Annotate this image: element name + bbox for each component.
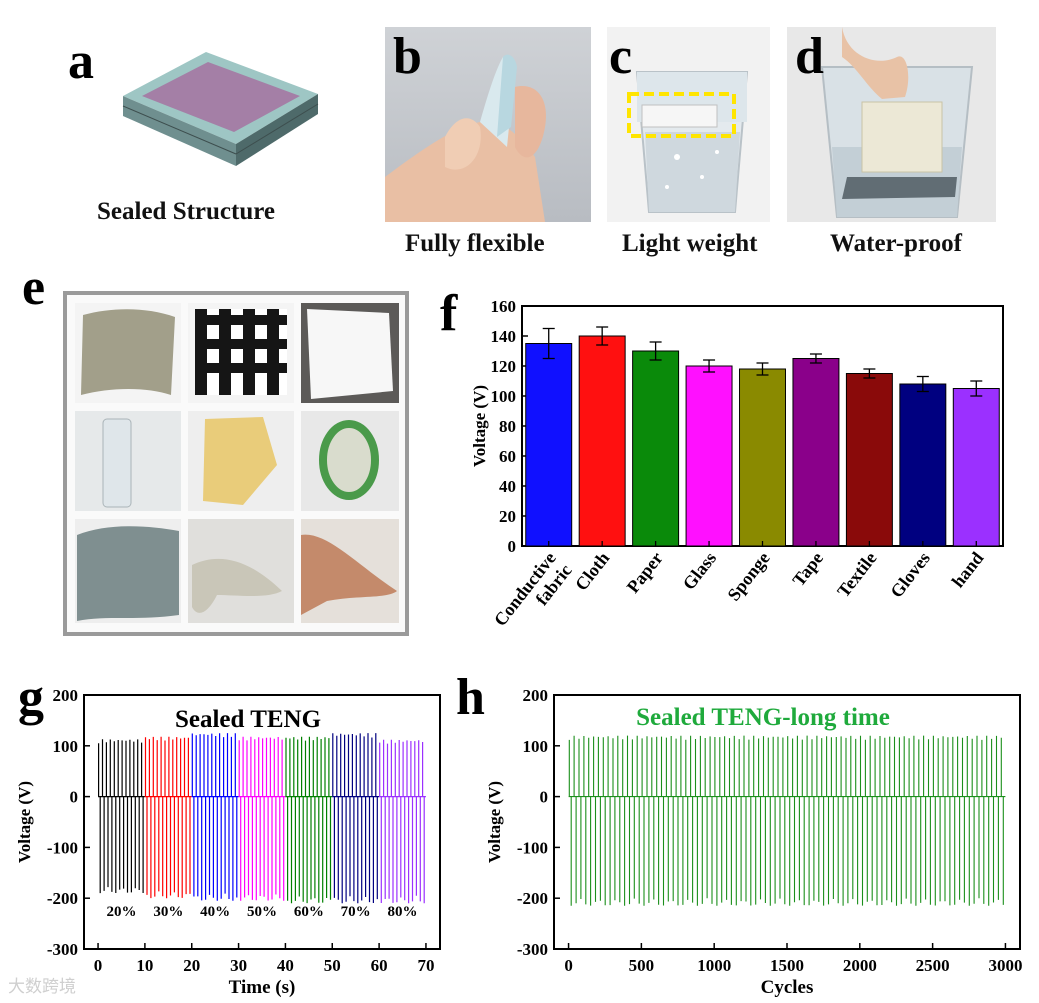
caption-fully-flexible: Fully flexible: [405, 230, 545, 257]
x-tick-label: 1500: [770, 956, 804, 975]
bar-gloves: [899, 383, 947, 547]
bar-cloth: [578, 335, 626, 547]
x-tick-label: 0: [94, 956, 103, 975]
panel-letter-a: a: [68, 33, 94, 90]
bar-paper: [632, 350, 680, 547]
material-photo-grid: [63, 291, 409, 636]
y-tick-label: 200: [523, 686, 549, 705]
bar-tape: [792, 358, 840, 547]
chart-title: Sealed TENG: [175, 706, 321, 733]
sealed-structure-illustration: [118, 44, 328, 174]
photo-light-weight: c: [607, 27, 770, 222]
y-tick-label: -300: [517, 940, 548, 959]
x-tick-label: 0: [564, 956, 573, 975]
photo-hand: [301, 519, 399, 623]
x-tick-label: 2500: [916, 956, 950, 975]
y-tick-label: 0: [540, 788, 549, 807]
photo-glass: [75, 411, 181, 511]
x-tick-label: Conductivefabric: [490, 548, 576, 642]
y-tick-label: -100: [47, 838, 78, 857]
panel-letter-h: h: [456, 669, 485, 726]
y-tick-label: -200: [47, 889, 78, 908]
photo-water-proof: d: [787, 27, 996, 222]
x-tick-label: Cloth: [571, 548, 613, 594]
series-label: 20%: [106, 904, 136, 920]
photo-sponge: [188, 411, 294, 511]
y-axis-label: Voltage (V): [470, 385, 489, 467]
y-tick-label: 100: [523, 737, 549, 756]
bar-hand: [952, 388, 1000, 547]
series-label: 30%: [153, 904, 183, 920]
y-tick-label: 60: [499, 447, 516, 466]
x-tick-label: Textile: [833, 548, 880, 601]
series-label: 50%: [247, 904, 277, 920]
y-tick-label: 100: [491, 387, 517, 406]
panel-letter-f: f: [440, 285, 458, 342]
y-tick-label: 120: [491, 357, 517, 376]
photo-cloth: [188, 303, 294, 403]
series-label: 70%: [341, 904, 371, 920]
photo-paper: [301, 303, 399, 403]
y-tick-label: 20: [499, 507, 516, 526]
caption-light-weight: Light weight: [622, 230, 758, 257]
y-tick-label: 100: [53, 737, 79, 756]
y-tick-label: 200: [53, 686, 79, 705]
chart-title: Sealed TENG-long time: [636, 704, 890, 731]
bar-conductive-fabric: [525, 343, 573, 547]
photo-gloves: [188, 519, 294, 623]
x-tick-label: Sponge: [723, 548, 773, 604]
x-tick-label: Glass: [679, 548, 721, 593]
photo-flexible-device: b: [385, 27, 591, 222]
x-axis-label: Cycles: [761, 977, 814, 998]
photo-tape: [301, 411, 399, 511]
x-tick-label: 30: [230, 956, 247, 975]
photo-textile: [75, 519, 181, 623]
x-tick-label: 70: [417, 956, 434, 975]
x-tick-label: hand: [948, 548, 988, 591]
x-tick-label: Paper: [623, 548, 667, 597]
y-tick-label: 140: [491, 327, 517, 346]
bar-sponge: [739, 368, 786, 547]
x-tick-label: 50: [324, 956, 341, 975]
y-tick-label: -200: [517, 889, 548, 908]
chart-g-sealed-teng: -300 -200 -100 0 100 200 0 10 20 30 40 50 60 70 Time (…: [15, 686, 441, 998]
bar-textile: [845, 373, 893, 547]
photo-conductive-fabric: [75, 303, 181, 403]
panel-letter-e: e: [22, 259, 46, 316]
caption-sealed-structure: Sealed Structure: [97, 198, 275, 225]
panel-letter-b: b: [393, 28, 422, 85]
x-tick-label: 500: [629, 956, 655, 975]
y-tick-label: 40: [499, 477, 516, 496]
series-label: 80%: [388, 904, 418, 920]
y-tick-label: -100: [517, 838, 548, 857]
panel-letter-d: d: [795, 28, 824, 85]
x-tick-label: Gloves: [886, 548, 934, 601]
plot-frame: [553, 694, 1021, 950]
y-axis-label: Voltage (V): [485, 781, 504, 863]
x-tick-label: 1000: [697, 956, 731, 975]
panel-letter-c: c: [609, 28, 633, 85]
x-tick-label: 2000: [843, 956, 877, 975]
series-label: 40%: [200, 904, 230, 920]
y-tick-label: 80: [499, 417, 516, 436]
y-tick-label: 0: [508, 537, 517, 556]
series-label: 60%: [294, 904, 324, 920]
panel-letter-g: g: [18, 669, 44, 726]
bar-glass: [685, 365, 733, 547]
x-tick-label: 40: [277, 956, 294, 975]
caption-water-proof: Water-proof: [830, 230, 962, 257]
chart-f-voltage-materials: 0 20 40 60 80 100 120 140 160 Voltage (V) Conducti…: [470, 297, 1004, 642]
x-tick-label: 20: [183, 956, 200, 975]
x-tick-label: Tape: [788, 548, 827, 590]
y-tick-label: -300: [47, 940, 78, 959]
watermark: 大数跨境: [8, 977, 76, 997]
x-tick-label: 60: [371, 956, 388, 975]
y-tick-label: 0: [70, 788, 79, 807]
x-tick-label: 3000: [988, 956, 1022, 975]
x-tick-label: 10: [136, 956, 153, 975]
y-axis-label: Voltage (V): [15, 781, 34, 863]
y-tick-label: 160: [491, 297, 517, 316]
x-axis-label: Time (s): [229, 977, 296, 998]
